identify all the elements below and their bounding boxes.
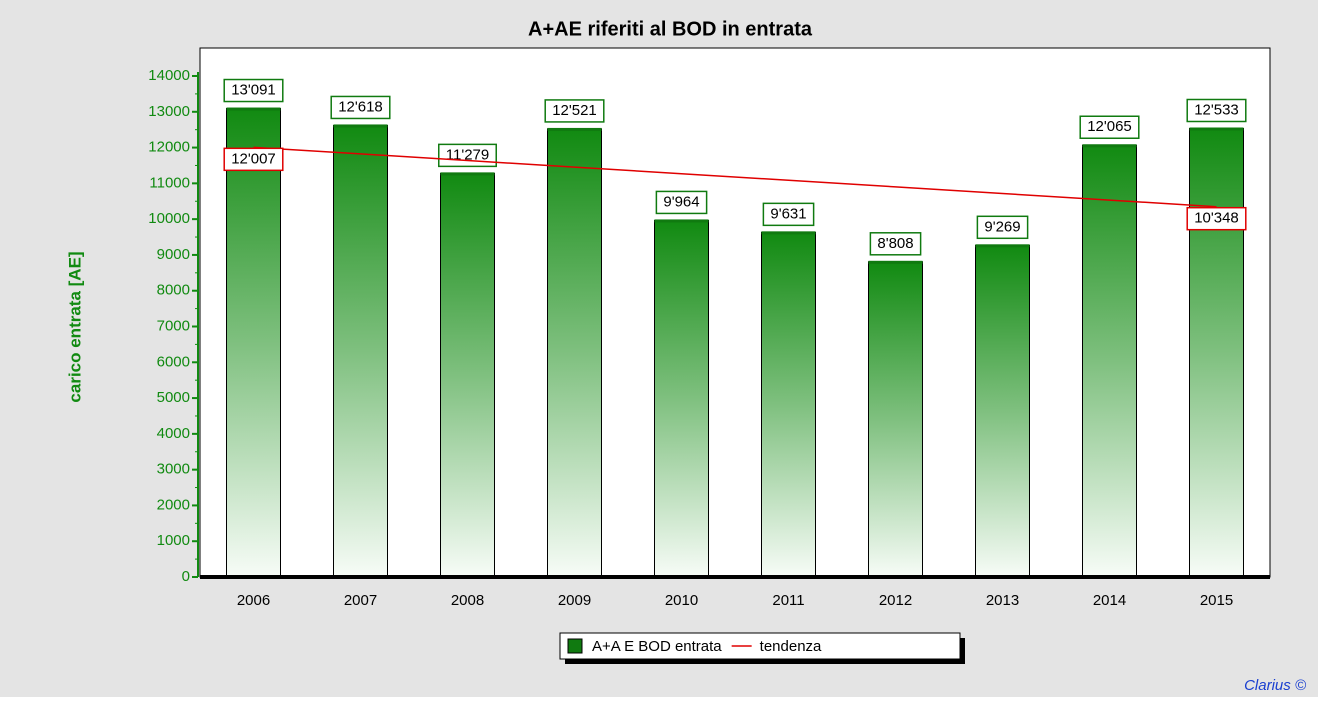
data-label: 12'618 bbox=[338, 98, 383, 115]
data-label: 13'091 bbox=[231, 81, 276, 98]
bar bbox=[333, 124, 388, 578]
y-tick-label: 14000 bbox=[148, 67, 190, 84]
bar-cap bbox=[1189, 127, 1244, 131]
data-label: 12'533 bbox=[1194, 101, 1239, 118]
y-tick-label: 7000 bbox=[157, 317, 190, 334]
data-label: 12'521 bbox=[552, 102, 597, 119]
data-label-box bbox=[223, 78, 284, 103]
x-tick-label: 2014 bbox=[1093, 592, 1126, 609]
data-label-box bbox=[1079, 115, 1140, 139]
x-tick-label: 2011 bbox=[772, 592, 804, 609]
y-tick-label: 4000 bbox=[157, 425, 190, 442]
y-tick-label: 12000 bbox=[148, 139, 190, 156]
legend-label: A+A E BOD entrata bbox=[592, 638, 722, 655]
bar-cap bbox=[868, 260, 923, 264]
bar bbox=[868, 261, 923, 578]
x-tick-label: 2012 bbox=[879, 592, 912, 609]
bar bbox=[226, 108, 281, 578]
bar-cap bbox=[333, 124, 388, 128]
credit: Clarius © bbox=[1244, 677, 1307, 694]
data-label: 8'808 bbox=[877, 235, 913, 252]
y-tick-label: 2000 bbox=[157, 496, 190, 513]
bar-cap bbox=[761, 231, 816, 235]
trend-label-box bbox=[223, 147, 284, 172]
chart-title: A+AE riferiti al BOD in entrata bbox=[528, 18, 813, 40]
y-axis-label: carico entrata [AE] bbox=[65, 251, 84, 402]
bar bbox=[975, 244, 1030, 578]
data-label-box bbox=[976, 215, 1029, 240]
data-label: 9'964 bbox=[663, 193, 699, 210]
x-tick-label: 2013 bbox=[986, 592, 1019, 609]
bar-cap bbox=[226, 107, 281, 111]
data-label: 12'065 bbox=[1087, 118, 1132, 135]
bar bbox=[440, 172, 495, 578]
legend-label: tendenza bbox=[760, 638, 822, 655]
y-tick-label: 3000 bbox=[157, 461, 190, 478]
y-tick-label: 11000 bbox=[149, 174, 190, 191]
y-tick-label: 6000 bbox=[157, 353, 190, 370]
bar bbox=[1082, 144, 1137, 578]
x-tick-label: 2009 bbox=[558, 592, 591, 609]
bar bbox=[1189, 127, 1244, 578]
data-label-box bbox=[762, 202, 815, 227]
bar-cap bbox=[1082, 144, 1137, 148]
legend bbox=[559, 632, 961, 660]
x-tick-label: 2007 bbox=[344, 592, 377, 609]
y-tick-label: 10000 bbox=[148, 210, 190, 227]
data-label-box bbox=[1186, 98, 1247, 123]
y-tick-label: 0 bbox=[182, 568, 190, 585]
x-tick-label: 2015 bbox=[1200, 592, 1233, 609]
data-label: 9'631 bbox=[770, 205, 806, 222]
data-label-box bbox=[655, 190, 708, 215]
trend-line bbox=[253, 146, 1217, 208]
y-tick-label: 8000 bbox=[157, 282, 190, 299]
trend-label: 12'007 bbox=[231, 150, 276, 167]
bar-cap bbox=[975, 244, 1030, 248]
bar-cap bbox=[547, 127, 602, 131]
y-tick-label: 9000 bbox=[157, 246, 190, 263]
data-label: 11'279 bbox=[446, 146, 489, 163]
bar-cap bbox=[654, 219, 709, 223]
y-tick-label: 13000 bbox=[148, 103, 190, 120]
bar bbox=[547, 128, 602, 578]
x-tick-label: 2010 bbox=[665, 592, 698, 609]
bar bbox=[761, 231, 816, 578]
y-tick-label: 5000 bbox=[157, 389, 190, 406]
legend-swatch bbox=[567, 638, 583, 654]
x-tick-label: 2008 bbox=[451, 592, 484, 609]
data-label-box bbox=[544, 99, 605, 123]
data-label-box bbox=[869, 232, 922, 256]
x-tick-label: 2006 bbox=[237, 592, 270, 609]
trend-label: 10'348 bbox=[1194, 210, 1239, 227]
y-tick-label: 1000 bbox=[157, 532, 190, 549]
bar bbox=[654, 219, 709, 578]
data-label-box bbox=[330, 95, 391, 120]
bar-cap bbox=[440, 172, 495, 176]
data-label: 9'269 bbox=[984, 218, 1020, 235]
trend-label-box bbox=[1186, 206, 1247, 231]
